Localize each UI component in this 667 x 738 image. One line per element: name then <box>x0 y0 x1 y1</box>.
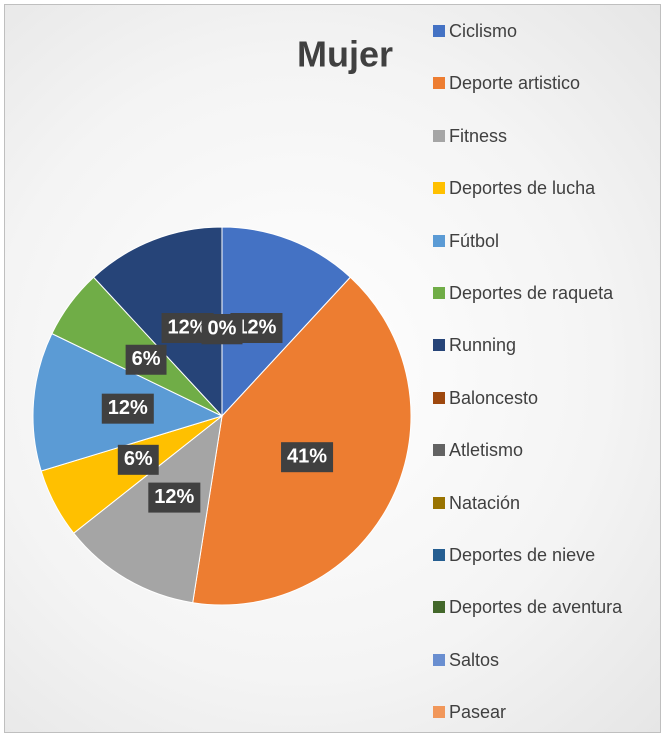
legend-item: Pasear <box>433 701 658 723</box>
legend-label: Deportes de raqueta <box>449 283 614 303</box>
legend-swatch <box>433 653 445 666</box>
legend-swatch <box>433 77 445 90</box>
legend-label: Deportes de lucha <box>449 178 596 199</box>
data-label: 6% <box>125 344 167 375</box>
legend-label: Fútbol <box>449 230 500 251</box>
data-label-box <box>281 442 334 473</box>
legend-label: Pasear <box>449 702 507 723</box>
legend-item: Baloncesto <box>433 387 658 409</box>
legend-item: Deportes de raqueta <box>433 282 658 304</box>
legend-swatch <box>433 129 445 142</box>
legend-item: Saltos <box>433 649 658 671</box>
data-label-box <box>125 344 167 375</box>
legend-item: Fitness <box>433 125 658 147</box>
legend-label: Running <box>449 335 517 356</box>
legend-label: Atletismo <box>449 440 524 461</box>
data-label: 6% <box>117 444 159 475</box>
data-label-text: 0% <box>208 317 237 339</box>
legend-item: Running <box>433 334 658 356</box>
data-label-text: 12% <box>168 316 208 338</box>
data-label-box <box>101 393 154 424</box>
chart-title: Mujer <box>297 34 393 75</box>
legend-item: Deportes de aventura <box>433 596 658 618</box>
data-label-text: 41% <box>287 445 327 467</box>
legend-swatch <box>433 182 445 195</box>
legend-item: Fútbol <box>433 230 658 252</box>
legend-swatch <box>433 287 445 299</box>
legend-label: Saltos <box>449 649 500 670</box>
legend-item: Natación <box>433 492 658 514</box>
legend-swatch <box>433 444 445 457</box>
legend-label: Natación <box>449 492 521 513</box>
data-label: 12% <box>148 482 201 513</box>
legend-label: Fitness <box>449 125 508 146</box>
legend-swatch <box>433 391 445 404</box>
data-label-text: 6% <box>124 448 153 470</box>
pie-slice <box>221 226 352 418</box>
legend-swatch <box>433 25 445 37</box>
legend-swatch <box>433 496 445 509</box>
legend-label: Deportes de aventura <box>449 597 623 618</box>
data-label: 41% <box>281 442 334 473</box>
legend-item: Ciclismo <box>433 20 658 42</box>
data-label: 0% <box>201 314 243 345</box>
data-label-text: 12% <box>154 486 194 508</box>
legend-swatch <box>433 234 445 247</box>
data-label: 12% <box>101 393 154 424</box>
legend-label: Baloncesto <box>449 387 539 408</box>
legend-swatch <box>433 706 445 719</box>
data-label-box <box>201 314 243 345</box>
data-label-box <box>117 444 159 475</box>
data-label-box <box>148 482 201 513</box>
data-label-text: 12% <box>236 316 276 338</box>
legend-swatch <box>433 601 445 614</box>
legend-label: Deporte artistico <box>449 73 581 94</box>
legend-swatch <box>433 339 445 352</box>
data-label-text: 12% <box>108 397 148 419</box>
legend-swatch <box>433 549 445 561</box>
legend-item: Deportes de nieve <box>433 544 658 566</box>
legend-item: Deporte artistico <box>433 72 658 94</box>
pie-slice <box>92 226 223 418</box>
legend-label: Ciclismo <box>449 21 518 41</box>
legend-item: Atletismo <box>433 439 658 461</box>
legend-item: Deportes de lucha <box>433 177 658 199</box>
pie-slice <box>73 414 223 604</box>
pie-slice <box>192 276 412 606</box>
legend-label: Deportes de nieve <box>449 545 596 565</box>
data-label-text: 6% <box>132 348 161 370</box>
